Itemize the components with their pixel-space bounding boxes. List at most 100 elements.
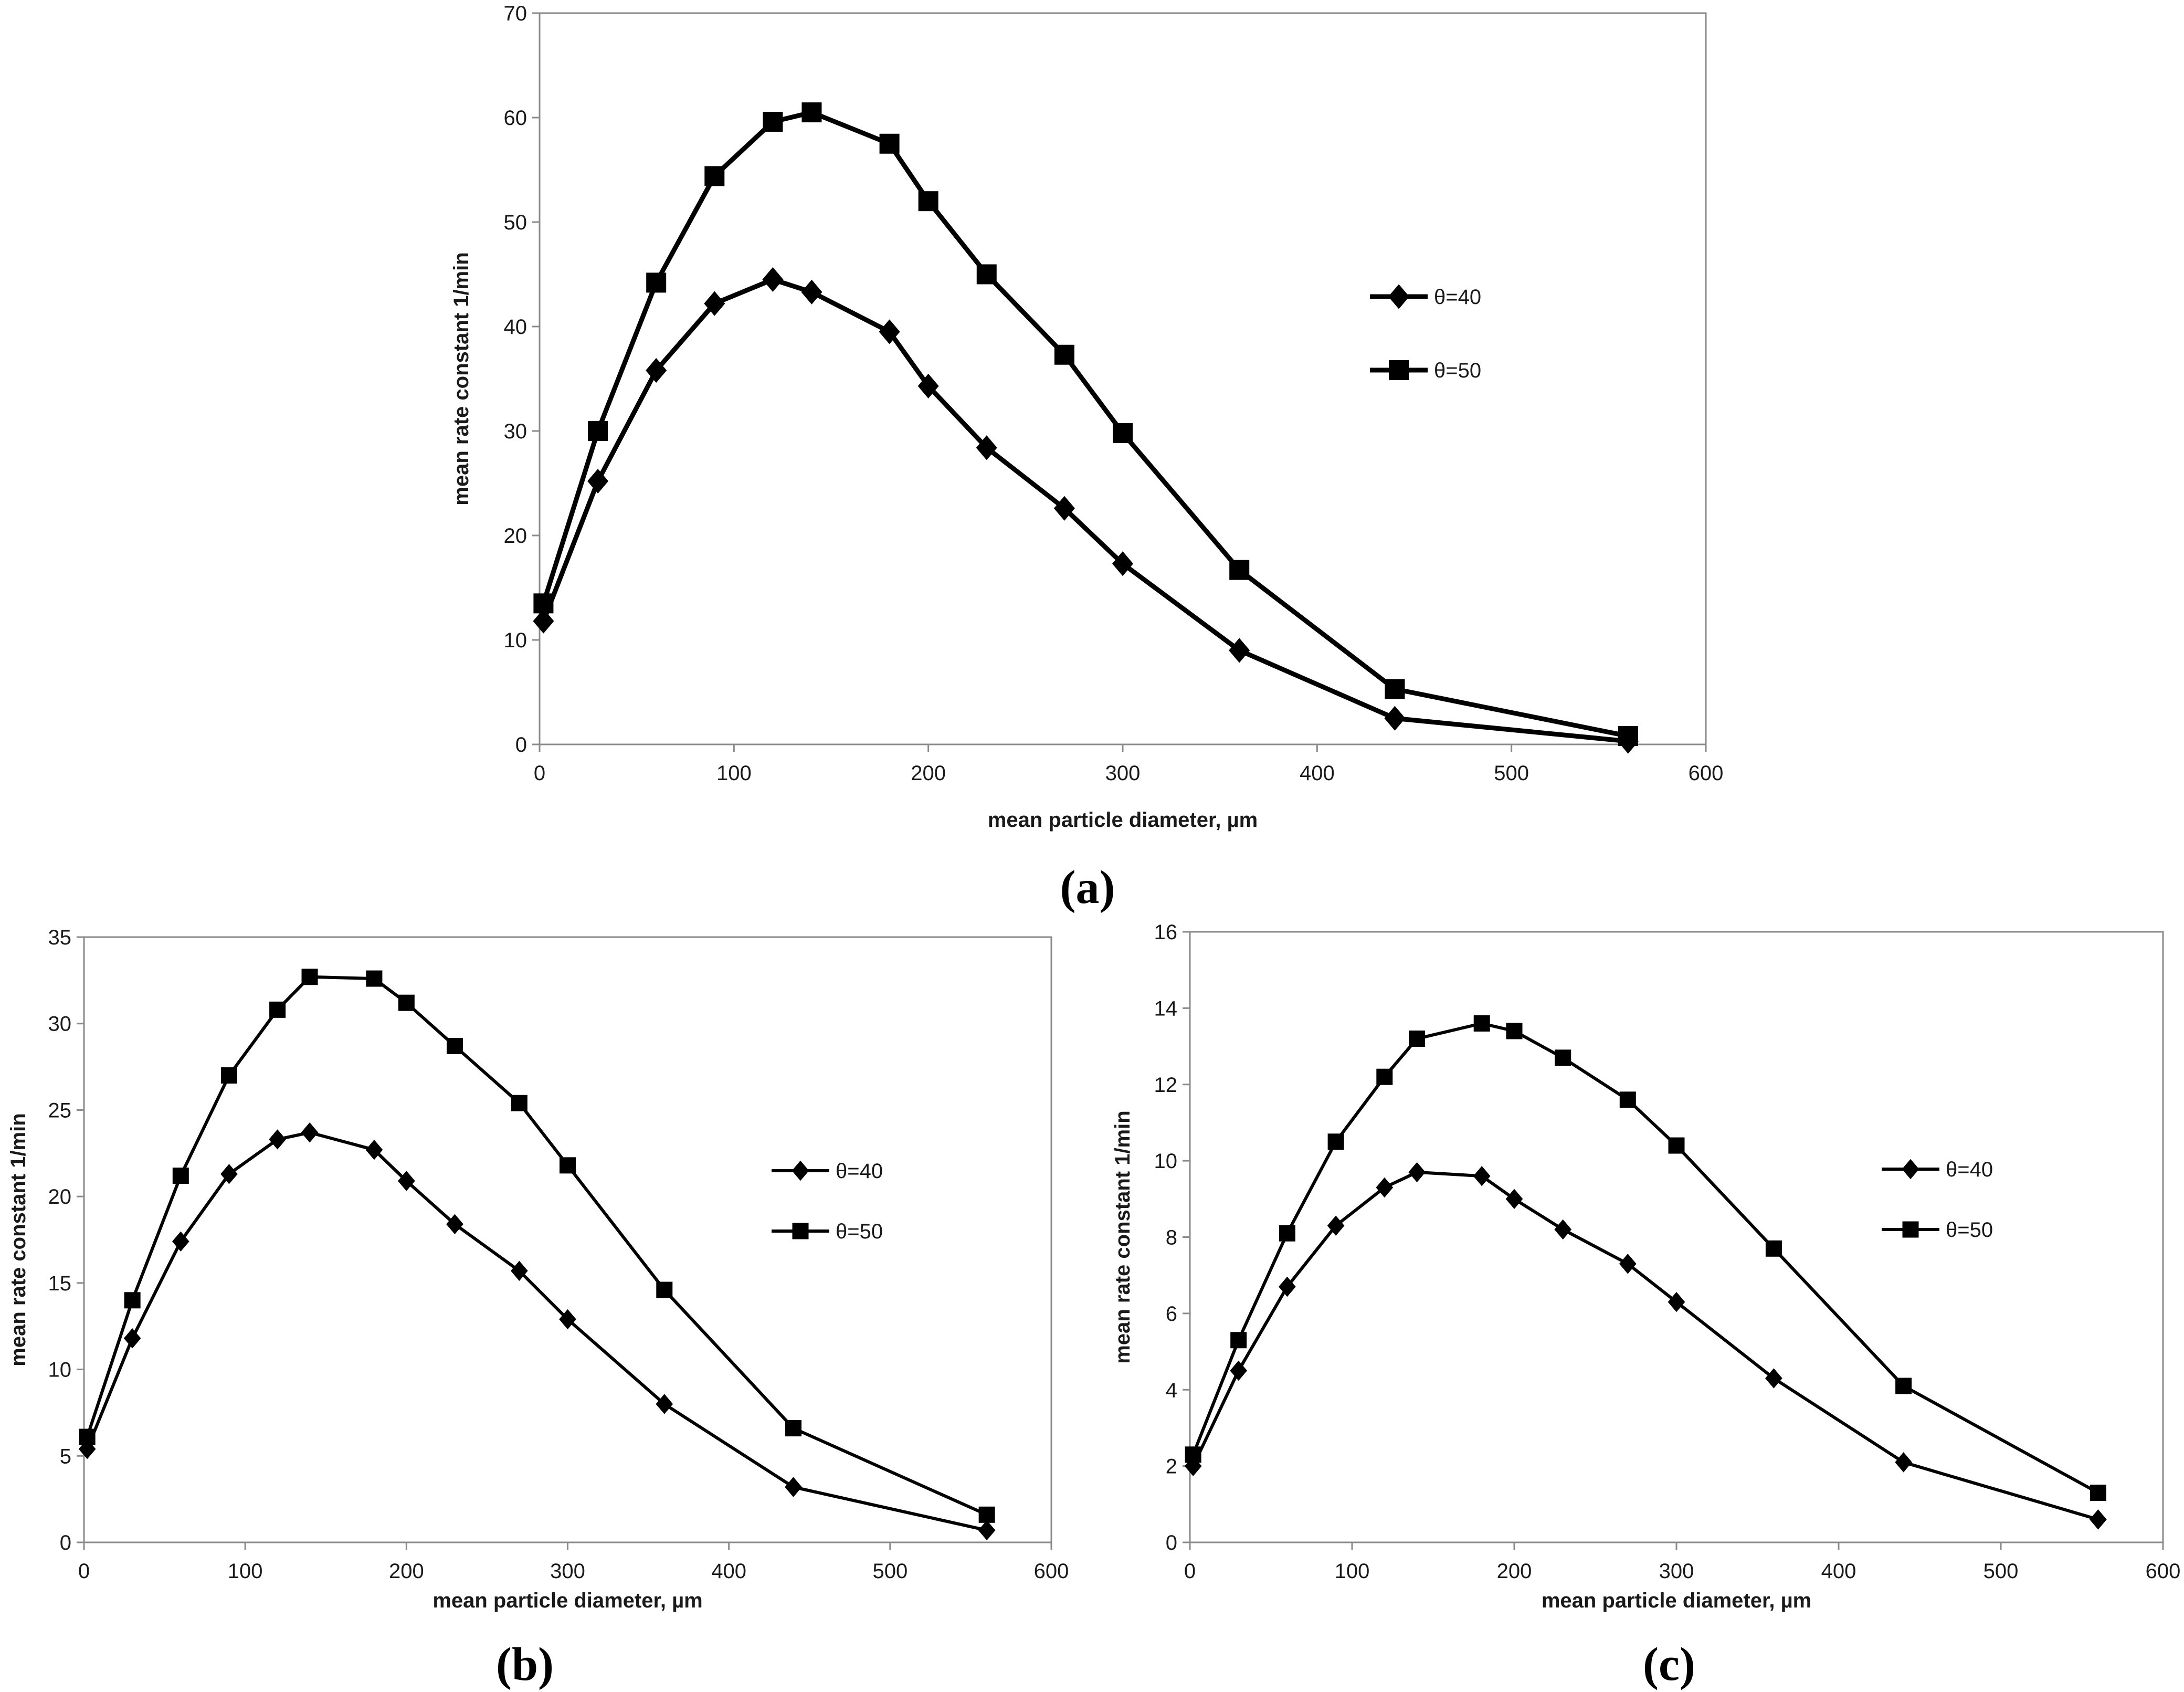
y-tick-label: 25 — [48, 1099, 72, 1122]
x-tick-label: 300 — [1659, 1560, 1694, 1583]
x-tick-label: 500 — [1494, 762, 1529, 785]
x-tick-label: 300 — [1105, 762, 1141, 785]
y-tick-label: 40 — [504, 316, 527, 339]
data-point-theta-40 — [1376, 1177, 1394, 1198]
plot-area — [83, 936, 1052, 1543]
data-point-theta-40 — [1053, 496, 1075, 521]
data-point-theta-50 — [976, 264, 997, 285]
y-tick-label: 12 — [1154, 1074, 1178, 1097]
y-tick-label: 5 — [60, 1445, 71, 1468]
data-point-theta-50 — [220, 1067, 237, 1084]
x-tick-label: 200 — [1497, 1560, 1532, 1583]
x-tick-label: 300 — [550, 1560, 585, 1583]
legend-marker — [792, 1160, 809, 1181]
y-tick-label: 8 — [1166, 1226, 1177, 1249]
data-point-theta-50 — [918, 191, 938, 212]
y-tick-label: 30 — [504, 420, 527, 443]
data-point-theta-40 — [587, 468, 609, 494]
data-point-theta-40 — [879, 319, 900, 344]
data-point-theta-40 — [269, 1129, 286, 1150]
data-point-theta-50 — [1230, 1332, 1247, 1349]
x-tick-label: 100 — [1335, 1560, 1370, 1583]
data-point-theta-50 — [511, 1095, 527, 1111]
chart-panel-a: 0 10 20 30 40 50 60 70 0 100 200 300 400 500 600 mean p… — [450, 2, 1723, 913]
data-point-theta-50 — [646, 272, 667, 293]
x-tick-label: 500 — [872, 1560, 908, 1583]
y-tick-label: 10 — [48, 1359, 72, 1382]
data-point-theta-50 — [588, 421, 608, 441]
data-point-theta-40 — [1229, 638, 1250, 663]
data-point-theta-50 — [1385, 679, 1405, 699]
legend-label: θ=40 — [1434, 286, 1481, 309]
series-line-theta-50 — [541, 110, 1629, 739]
data-point-theta-40 — [1327, 1215, 1345, 1236]
legend-marker — [1388, 284, 1410, 309]
legend-marker — [1389, 360, 1409, 380]
y-tick-label: 15 — [48, 1272, 72, 1295]
data-point-theta-40 — [365, 1139, 383, 1160]
data-point-theta-40 — [978, 1520, 996, 1541]
panel-label: (b) — [496, 1638, 554, 1690]
data-point-theta-40 — [1230, 1360, 1248, 1381]
legend-marker — [1902, 1159, 1919, 1180]
y-tick-label: 35 — [48, 926, 72, 949]
data-point-theta-50 — [1113, 423, 1133, 443]
plot-area — [1189, 931, 2164, 1543]
x-tick-label: 400 — [1821, 1560, 1856, 1583]
y-tick-label: 50 — [504, 211, 527, 234]
data-point-theta-50 — [1555, 1049, 1571, 1066]
data-point-theta-50 — [1229, 560, 1250, 580]
data-point-theta-50 — [1279, 1225, 1295, 1242]
series-line-theta-40 — [541, 277, 1629, 744]
legend-label: θ=50 — [836, 1220, 883, 1243]
legend-marker — [792, 1223, 809, 1239]
data-point-theta-50 — [1618, 726, 1638, 747]
data-point-theta-50 — [79, 1428, 96, 1445]
y-tick-label: 70 — [504, 2, 527, 25]
data-point-theta-40 — [2090, 1509, 2107, 1530]
data-point-theta-50 — [1185, 1446, 1201, 1463]
data-point-theta-40 — [397, 1171, 415, 1191]
x-tick-label: 100 — [228, 1560, 263, 1583]
plot-area — [539, 12, 1707, 745]
legend-marker — [1902, 1221, 1919, 1238]
data-point-theta-40 — [1505, 1189, 1523, 1210]
series-line-theta-40 — [86, 1131, 987, 1532]
data-point-theta-40 — [656, 1394, 673, 1414]
data-point-theta-40 — [1554, 1219, 1572, 1240]
y-tick-label: 4 — [1166, 1379, 1177, 1402]
x-tick-label: 200 — [911, 762, 946, 785]
data-point-theta-40 — [801, 279, 822, 304]
data-point-theta-40 — [762, 267, 784, 292]
y-axis-title: mean rate constant 1/min — [1111, 1110, 1134, 1363]
x-tick-label: 0 — [78, 1560, 90, 1583]
data-point-theta-40 — [976, 435, 997, 460]
data-point-theta-40 — [123, 1328, 141, 1349]
data-point-theta-40 — [1619, 1254, 1637, 1274]
data-point-theta-50 — [1765, 1240, 1782, 1257]
x-tick-label: 0 — [534, 762, 545, 785]
data-point-theta-50 — [2090, 1485, 2106, 1501]
data-point-theta-40 — [172, 1231, 189, 1252]
chart-panel-b: 0 5 10 15 20 25 30 35 0 100 200 300 400 500 600 mean pa… — [7, 926, 1069, 1690]
data-point-theta-40 — [559, 1309, 576, 1330]
series-line-theta-50 — [1191, 1022, 2099, 1495]
data-point-theta-40 — [1895, 1452, 1912, 1473]
y-tick-label: 6 — [1166, 1302, 1177, 1326]
data-point-theta-50 — [1327, 1133, 1344, 1150]
data-point-theta-50 — [1473, 1015, 1490, 1032]
x-tick-label: 0 — [1184, 1560, 1196, 1583]
y-tick-label: 0 — [515, 733, 527, 756]
legend-label: θ=40 — [836, 1160, 883, 1183]
data-point-theta-50 — [533, 593, 554, 614]
legend-label: θ=50 — [1946, 1218, 1993, 1242]
y-tick-label: 10 — [1154, 1150, 1178, 1173]
y-tick-label: 20 — [504, 524, 527, 548]
data-point-theta-50 — [560, 1157, 576, 1174]
data-point-theta-50 — [172, 1168, 189, 1184]
y-axis-title: mean rate constant 1/min — [450, 252, 473, 505]
legend-label: θ=40 — [1946, 1158, 1993, 1181]
y-tick-label: 20 — [48, 1185, 72, 1208]
y-tick-label: 0 — [1166, 1531, 1177, 1554]
